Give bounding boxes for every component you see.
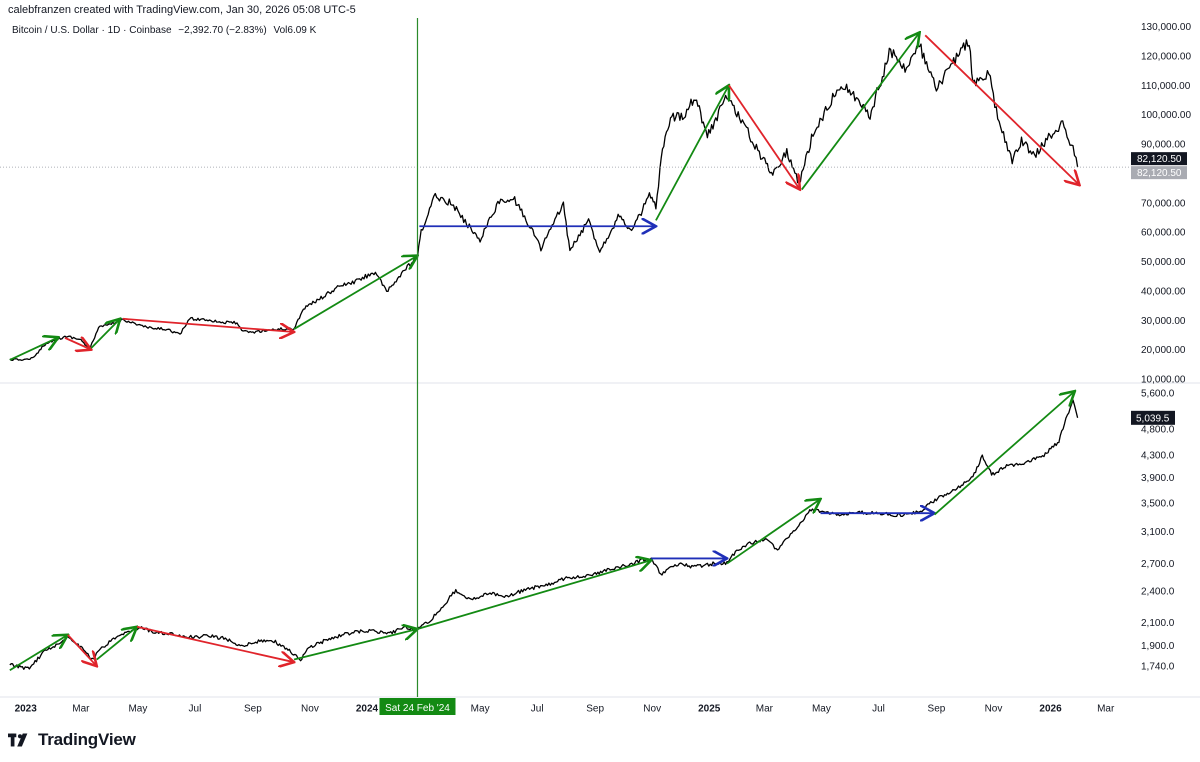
y-tick-label: 70,000.00	[1141, 198, 1186, 209]
y-tick-label: 2,100.0	[1141, 618, 1175, 629]
x-tick-label: Sep	[928, 704, 946, 715]
symbol-name: Bitcoin / U.S. Dollar · 1D · Coinbase	[12, 25, 172, 36]
y-tick-label: 120,000.00	[1141, 51, 1191, 62]
last-price-tag	[1131, 152, 1187, 166]
x-tick-label: 2023	[15, 704, 38, 715]
y-tick-label: 60,000.00	[1141, 228, 1186, 239]
x-tick-label: Sep	[244, 704, 262, 715]
y-tick-label: 4,300.0	[1141, 450, 1175, 461]
y-tick-label: 130,000.00	[1141, 22, 1191, 33]
y-tick-label: 1,900.0	[1141, 641, 1175, 652]
price-change: −2,392.70 (−2.83%)	[178, 25, 267, 36]
up-trend-arrow[interactable]	[933, 391, 1075, 516]
x-tick-label: May	[128, 704, 147, 715]
previous-close-tag-label: 82,120.50	[1137, 168, 1182, 179]
x-tick-label: Jul	[531, 704, 544, 715]
previous-close-tag	[1131, 166, 1187, 180]
y-tick-label: 90,000.00	[1141, 140, 1186, 151]
last-value-tag-label: 5,039.5	[1136, 413, 1170, 424]
up-trend-arrow[interactable]	[293, 629, 417, 661]
up-trend-arrow[interactable]	[801, 32, 920, 191]
y-tick-label: 20,000.00	[1141, 345, 1186, 356]
last-value-tag	[1131, 410, 1175, 425]
x-tick-label: Nov	[301, 704, 319, 715]
down-trend-arrow[interactable]	[64, 338, 91, 350]
x-tick-label: Mar	[72, 704, 90, 715]
tradingview-wordmark: TradingView	[38, 730, 136, 749]
symbol-legend: Bitcoin / U.S. Dollar · 1D · Coinbase −2…	[12, 25, 320, 36]
tradingview-logo-icon	[8, 733, 28, 747]
down-trend-arrow[interactable]	[67, 634, 97, 666]
up-trend-arrow[interactable]	[90, 319, 120, 349]
y-tick-label: 5,600.0	[1141, 389, 1175, 400]
y-tick-label: 1,740.0	[1141, 662, 1175, 673]
up-trend-arrow[interactable]	[96, 627, 137, 661]
down-trend-arrow[interactable]	[136, 625, 294, 662]
x-tick-label: 2024	[356, 704, 379, 715]
up-trend-arrow[interactable]	[9, 635, 68, 672]
index-pane[interactable]: 5,600.0 4,800.0 4,300.0 3,900.0 3,500.0 3,100…	[9, 389, 1175, 673]
time-axis[interactable]: 2023 Mar May Jul Sep Nov 2024 May Jul Sep Nov 2025 M…	[15, 698, 1115, 715]
y-tick-label: 3,500.0	[1141, 498, 1175, 509]
y-tick-label: 3,100.0	[1141, 527, 1175, 538]
down-trend-arrow[interactable]	[122, 317, 294, 332]
y-tick-label: 2,400.0	[1141, 587, 1175, 598]
last-price-tag-label: 82,120.50	[1137, 154, 1182, 165]
chart-credit: calebfranzen created with TradingView.co…	[8, 4, 356, 16]
y-tick-label: 30,000.00	[1141, 316, 1186, 327]
x-tick-label: Nov	[643, 704, 661, 715]
y-tick-label: 40,000.00	[1141, 286, 1186, 297]
up-trend-arrow[interactable]	[9, 337, 59, 361]
x-tick-label: Mar	[1097, 704, 1115, 715]
x-tick-label: 2025	[698, 704, 721, 715]
x-tick-label: Sep	[586, 704, 604, 715]
x-tick-label: May	[471, 704, 490, 715]
y-tick-label: 110,000.00	[1141, 81, 1191, 92]
down-trend-arrow[interactable]	[924, 34, 1079, 185]
x-tick-label: Mar	[756, 704, 774, 715]
tradingview-logo[interactable]: TradingView	[8, 730, 136, 750]
crosshair-date-label: Sat 24 Feb '24	[385, 703, 450, 714]
down-trend-arrow[interactable]	[728, 84, 800, 189]
x-tick-label: Nov	[985, 704, 1003, 715]
x-tick-label: 2026	[1039, 704, 1062, 715]
volume-label: Vol	[273, 25, 288, 36]
volume-value: 6.09 K	[287, 25, 317, 36]
x-tick-label: May	[812, 704, 831, 715]
crosshair-date-tag	[379, 698, 456, 715]
up-trend-arrow[interactable]	[293, 256, 417, 330]
y-tick-label: 4,800.0	[1141, 425, 1175, 436]
x-tick-label: Jul	[189, 704, 202, 715]
up-trend-arrow[interactable]	[726, 499, 821, 565]
x-tick-label: Jul	[872, 704, 885, 715]
y-tick-label: 100,000.00	[1141, 110, 1191, 121]
price-series-line	[9, 39, 1079, 362]
y-tick-label: 3,900.0	[1141, 473, 1175, 484]
y-tick-label: 50,000.00	[1141, 257, 1186, 268]
bitcoin-price-pane[interactable]: 130,000.00 120,000.00 110,000.00 100,000.00…	[0, 22, 1191, 386]
y-tick-label: 2,700.0	[1141, 559, 1175, 570]
price-series-line	[9, 399, 1079, 670]
y-tick-label: 10,000.00	[1141, 375, 1186, 386]
up-trend-arrow[interactable]	[417, 560, 651, 630]
up-trend-arrow[interactable]	[655, 85, 729, 221]
